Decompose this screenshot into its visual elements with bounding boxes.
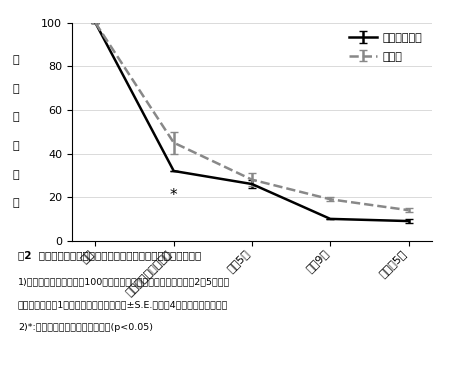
Text: 数: 数 [13,198,19,209]
Text: 線: 線 [13,55,19,65]
Text: 調査した内の1圈場の調査結果。平均値±S.E.、他の4圈場も同様の傾向）: 調査した内の1圈場の調査結果。平均値±S.E.、他の4圈場も同様の傾向） [18,300,228,309]
Text: 2)*:非間作区の密度と有意差あり(p<0.05): 2)*:非間作区の密度と有意差あり(p<0.05) [18,323,153,332]
Text: 虫: 虫 [13,84,19,94]
Text: *: * [170,188,178,203]
Text: 密: 密 [13,112,19,123]
Legend: クローバ間作, 非間作: クローバ間作, 非間作 [344,29,427,66]
Text: 1)各データは初期密度を100とした時の各調査時期の密度指数　2（5圈場で: 1)各データは初期密度を100とした時の各調査時期の密度指数 2（5圈場で [18,277,230,286]
Text: 囲2  アカクローバ間作圈場のダイズシストセンチュウ密度推移: 囲2 アカクローバ間作圈場のダイズシストセンチュウ密度推移 [18,250,201,260]
Text: 指: 指 [13,170,19,180]
Text: 度: 度 [13,141,19,151]
